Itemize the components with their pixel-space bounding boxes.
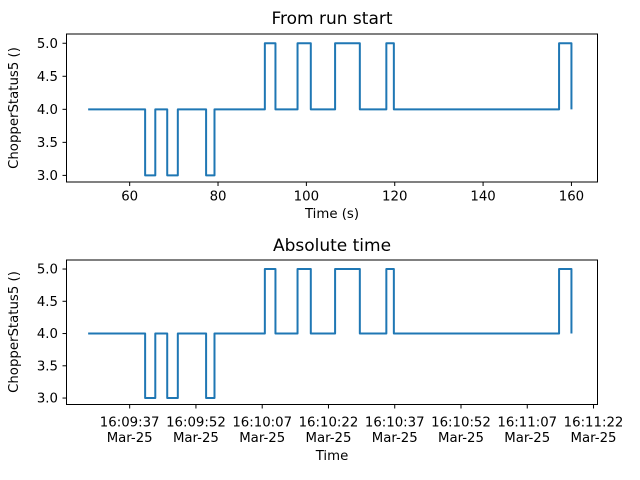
y-tick-label: 4.5 bbox=[37, 70, 58, 85]
x-tick-label: 16:09:37 bbox=[100, 415, 160, 430]
y-tick-label: 4.0 bbox=[37, 103, 58, 118]
x-tick-label-line2: Mar-25 bbox=[571, 431, 617, 446]
x-tick-label-line2: Mar-25 bbox=[305, 431, 351, 446]
y-tick-label: 3.0 bbox=[37, 169, 58, 184]
x-tick-label: 16:09:52 bbox=[166, 415, 226, 430]
x-tick-label-line2: Mar-25 bbox=[372, 431, 418, 446]
x-tick-label: 16:11:22 bbox=[564, 415, 624, 430]
x-tick-label-line2: Mar-25 bbox=[438, 431, 484, 446]
x-axis-label: Time (s) bbox=[304, 207, 360, 222]
x-tick-label: 16:10:07 bbox=[232, 415, 292, 430]
x-tick-label: 80 bbox=[210, 190, 227, 205]
y-tick-label: 5.0 bbox=[37, 37, 58, 52]
y-tick-label: 5.0 bbox=[37, 263, 58, 278]
step-line bbox=[88, 42, 573, 177]
x-tick-label: 16:11:07 bbox=[497, 415, 557, 430]
x-tick-label: 160 bbox=[559, 190, 584, 205]
plot-title: From run start bbox=[271, 9, 393, 29]
y-tick-label: 3.5 bbox=[37, 136, 58, 151]
x-tick-label: 16:10:37 bbox=[365, 415, 425, 430]
y-tick-label: 3.5 bbox=[37, 359, 58, 374]
x-axis-label: Time bbox=[315, 449, 349, 464]
axes-area: 60 80 100 120 140 160 3.0 3.5 4.0 4.5 5.0 bbox=[37, 33, 598, 205]
x-tick-label-line2: Mar-25 bbox=[173, 431, 219, 446]
plot-title: Absolute time bbox=[272, 236, 392, 256]
subplot-from-run-start: From run start ChopperStatus5 () Time (s… bbox=[7, 9, 598, 222]
x-tick-label-line2: Mar-25 bbox=[239, 431, 285, 446]
axes-frame bbox=[66, 33, 598, 183]
y-tick-label: 4.0 bbox=[37, 327, 58, 342]
x-tick-label-line2: Mar-25 bbox=[504, 431, 550, 446]
axes-frame bbox=[66, 259, 598, 405]
step-line bbox=[88, 268, 573, 400]
y-tick-label: 3.0 bbox=[37, 392, 58, 407]
x-tick-label: 60 bbox=[121, 190, 138, 205]
x-tick-label: 16:10:22 bbox=[299, 415, 359, 430]
x-tick-label: 120 bbox=[382, 190, 407, 205]
x-tick-label: 140 bbox=[470, 190, 495, 205]
y-tick-label: 4.5 bbox=[37, 295, 58, 310]
subplot-absolute-time: Absolute time ChopperStatus5 () Time 16:… bbox=[0, 236, 640, 480]
x-tick-label: 16:10:52 bbox=[431, 415, 491, 430]
x-tick-label: 100 bbox=[294, 190, 319, 205]
x-tick-label-line2: Mar-25 bbox=[107, 431, 153, 446]
axes-area: 16:09:37Mar-2516:09:52Mar-2516:10:07Mar-… bbox=[37, 259, 624, 446]
